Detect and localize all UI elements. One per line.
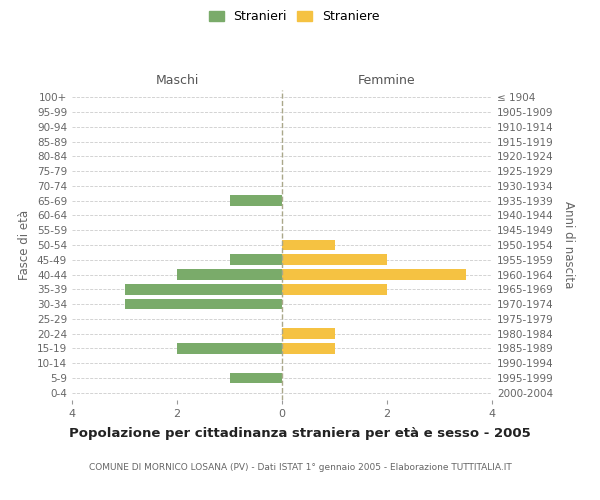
Bar [282,343,335,353]
Bar [282,254,387,265]
Bar [177,343,282,353]
Y-axis label: Anni di nascita: Anni di nascita [562,202,575,288]
Bar [282,240,335,250]
Bar [282,328,335,339]
Bar [282,284,387,294]
Text: Popolazione per cittadinanza straniera per età e sesso - 2005: Popolazione per cittadinanza straniera p… [69,428,531,440]
Text: Femmine: Femmine [358,74,416,88]
Bar [177,269,282,280]
Text: COMUNE DI MORNICO LOSANA (PV) - Dati ISTAT 1° gennaio 2005 - Elaborazione TUTTIT: COMUNE DI MORNICO LOSANA (PV) - Dati IST… [89,462,511,471]
Bar [125,284,282,294]
Bar [282,269,466,280]
Bar [229,196,282,206]
Bar [229,372,282,383]
Bar [125,298,282,310]
Text: Maschi: Maschi [155,74,199,88]
Bar [229,254,282,265]
Y-axis label: Fasce di età: Fasce di età [19,210,31,280]
Legend: Stranieri, Straniere: Stranieri, Straniere [205,6,383,26]
